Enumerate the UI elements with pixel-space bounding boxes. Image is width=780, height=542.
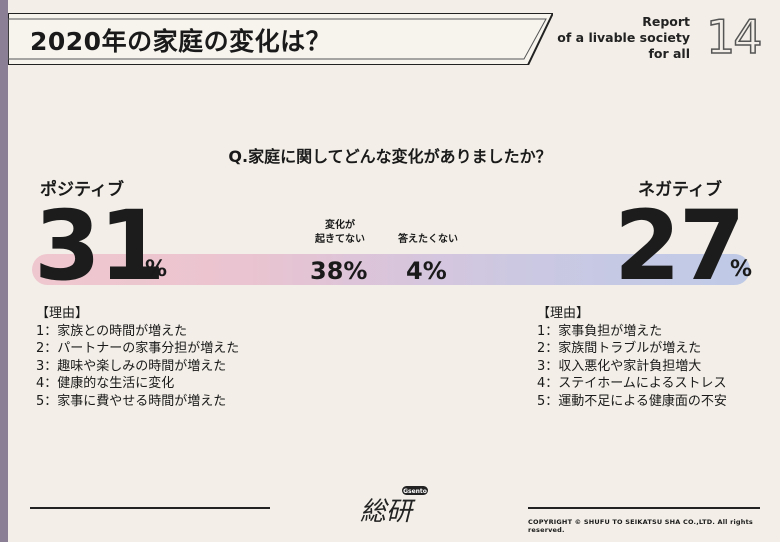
positive-reason-item: 2：パートナーの家事分担が増えた: [36, 340, 239, 358]
negative-reasons-head: 【理由】: [537, 305, 727, 323]
survey-question: Q.家庭に関してどんな変化がありましたか？: [0, 143, 780, 167]
report-caption: Report of a livable society for all: [557, 14, 690, 62]
no-answer-value: 4%: [406, 257, 447, 285]
no-change-label: 変化が 起きてない: [305, 219, 375, 247]
negative-reason-item: 3：収入悪化や家計負担増大: [537, 358, 727, 376]
report-number: 14: [706, 10, 761, 64]
page-title: 2020年の家庭の変化は？: [30, 22, 331, 58]
positive-reasons-head: 【理由】: [36, 305, 239, 323]
logo-text: 総研: [360, 497, 416, 527]
negative-value: 27: [614, 198, 744, 294]
footer-line-left: [30, 507, 270, 509]
copyright: COPYRIGHT © SHUFU TO SEIKATSU SHA CO.,LT…: [528, 518, 780, 534]
positive-reason-item: 3：趣味や楽しみの時間が増えた: [36, 358, 239, 376]
negative-reason-item: 5：運動不足による健康面の不安: [537, 393, 727, 411]
negative-percent-sign: %: [730, 257, 752, 282]
no-change-label-line-1: 変化が: [305, 219, 375, 233]
positive-reason-item: 5：家事に費やせる時間が増えた: [36, 393, 239, 411]
positive-percent-sign: %: [145, 257, 167, 282]
left-rail: [0, 0, 8, 542]
negative-reasons: 【理由】 1：家事負担が増えた 2：家族間トラブルが増えた 3：収入悪化や家計負…: [537, 305, 727, 410]
no-answer-label: 答えたくない: [386, 233, 470, 247]
negative-reason-item: 1：家事負担が増えた: [537, 323, 727, 341]
soken-logo: Gsento 総研: [356, 484, 436, 528]
negative-reason-item: 2：家族間トラブルが増えた: [537, 340, 727, 358]
no-change-value: 38%: [310, 257, 367, 285]
positive-reason-item: 4：健康的な生活に変化: [36, 375, 239, 393]
report-line-2: of a livable society: [557, 30, 690, 46]
positive-reasons: 【理由】 1：家族との時間が増えた 2：パートナーの家事分担が増えた 3：趣味や…: [36, 305, 239, 410]
report-line-3: for all: [557, 46, 690, 62]
logo-badge-text: Gsento: [403, 488, 427, 495]
report-line-1: Report: [557, 14, 690, 30]
footer-line-right: [528, 507, 760, 509]
no-change-label-line-2: 起きてない: [305, 233, 375, 247]
positive-reason-item: 1：家族との時間が増えた: [36, 323, 239, 341]
negative-reason-item: 4：ステイホームによるストレス: [537, 375, 727, 393]
